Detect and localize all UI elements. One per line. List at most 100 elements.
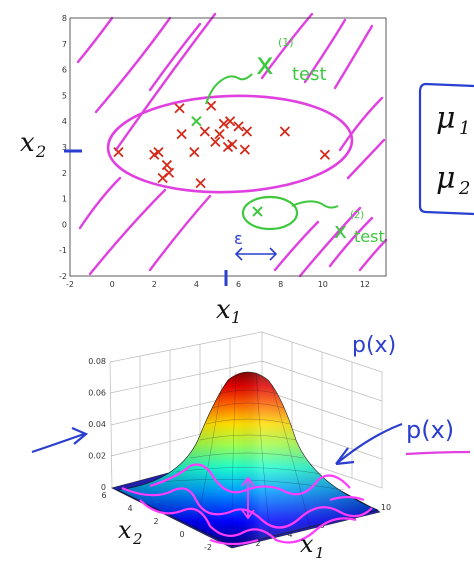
surface-x-tick-label: 4 <box>287 530 292 539</box>
scatter-x-axis-label: x <box>216 295 231 325</box>
surface-x1-axis-label: x <box>300 530 314 558</box>
scatter-x-tick-label: 6 <box>236 280 241 289</box>
training-example-marker <box>319 149 331 160</box>
surface-y-tick-label: 0 <box>179 530 184 539</box>
test-point-2-superscript: (2) <box>350 210 364 221</box>
px-underline <box>405 450 471 456</box>
mu1-symbol: μ <box>436 101 456 136</box>
scatter-y-tick-label: 7 <box>62 40 67 49</box>
scatter-points <box>113 100 331 217</box>
epsilon-double-arrow <box>234 247 278 261</box>
training-example-marker <box>189 147 200 158</box>
scatter-y-tick-label: 4 <box>62 117 67 126</box>
px-arrow-left <box>31 426 89 454</box>
training-example-marker <box>113 147 124 158</box>
training-example-marker <box>233 121 244 132</box>
surface-x2-axis-label-sub: 2 <box>132 530 143 548</box>
test-point-2-arrow <box>291 200 339 209</box>
scatter-x-tick-label: 0 <box>110 280 115 289</box>
training-example-marker <box>153 147 164 158</box>
test-example-marker <box>252 206 263 217</box>
scatter-y-tick-label: 5 <box>62 91 67 100</box>
scatter-x-tick-label: 4 <box>194 280 199 289</box>
training-example-marker <box>163 167 175 178</box>
surface-x-tick-label: 2 <box>255 539 260 548</box>
training-example-marker <box>161 159 173 171</box>
surface-z-tick-label: 0 <box>101 483 106 492</box>
surface-y-tick-label: 4 <box>127 504 132 513</box>
scatter-x-axis-label-sub: 1 <box>231 308 241 327</box>
parameter-panel: μ 1 μ 2 <box>418 82 474 216</box>
test-example-marker <box>191 115 202 127</box>
scatter-x-tick-label: -2 <box>66 280 74 289</box>
training-example-marker <box>195 177 206 189</box>
test-point-2-subscript: test <box>354 227 385 246</box>
surface-x2-axis-label: x <box>118 516 132 544</box>
training-example-marker <box>218 118 229 129</box>
surface-z-tick-label: 0.02 <box>88 452 106 461</box>
test-point-1-superscript: (1) <box>278 36 294 49</box>
surface-z-tick-label: 0.04 <box>88 420 106 429</box>
parameter-panel-border <box>418 82 474 216</box>
gaussian-surface-shading <box>118 372 378 546</box>
test-point-2-circle <box>241 195 299 231</box>
scatter-y-tick-label: 8 <box>62 14 67 23</box>
normal-region-ellipse <box>106 94 354 194</box>
surface-x-tick-label: 10 <box>381 503 391 512</box>
low-density-scribble <box>121 463 373 546</box>
mu2-subscript: 2 <box>458 178 470 199</box>
scatter-x-tick-label: 2 <box>152 280 157 289</box>
mu2-symbol: μ <box>436 161 456 196</box>
epsilon-annotation: ε <box>64 149 278 286</box>
surface-mesh-lines <box>159 371 345 547</box>
mu1-subscript: 1 <box>459 118 470 139</box>
test-point-2-label: x <box>334 219 347 244</box>
surface-y-tick-label: 2 <box>153 517 158 526</box>
density-height-arrow <box>241 476 255 520</box>
training-example-marker <box>174 103 185 114</box>
training-example-marker <box>279 126 291 137</box>
training-example-marker <box>199 126 210 137</box>
training-example-marker <box>214 128 225 140</box>
scatter-y-tick-label: 2 <box>62 169 67 178</box>
training-example-marker <box>227 139 238 150</box>
test-point-1-arrow <box>205 73 253 105</box>
scatter-y-tick-label: 1 <box>62 195 67 204</box>
scatter-y-tick-label: -1 <box>59 246 67 255</box>
scatter-x-tick-label: 12 <box>360 280 370 289</box>
scatter-y-tick-label: 3 <box>62 143 67 152</box>
px-label-right: p(x) <box>406 416 454 444</box>
px-label-top: p(x) <box>352 333 396 358</box>
scatter-y-tick-label: 0 <box>62 220 67 229</box>
scatter-y-axis-label: x <box>20 128 35 158</box>
px-arrow-right <box>335 422 403 466</box>
scatter-y-tick-label: -2 <box>59 272 67 281</box>
surface-x1-axis-label-sub: 1 <box>315 544 325 562</box>
test-point-1-annotation: x (1) test <box>205 36 327 105</box>
training-example-marker <box>210 136 221 147</box>
training-example-marker <box>241 126 253 137</box>
scatter-y-axis-label-sub: 2 <box>35 142 46 161</box>
training-example-marker <box>176 128 187 140</box>
test-point-1-subscript: test <box>292 64 327 85</box>
training-example-marker <box>206 100 217 111</box>
px-annotations: p(x) p(x) <box>31 333 471 466</box>
surface-z-tick-label: 0.06 <box>88 389 106 398</box>
scatter-y-tick-label: 6 <box>62 66 67 75</box>
training-example-marker <box>224 116 236 127</box>
scatter-axes-frame <box>69 17 387 277</box>
scatter-x-tick-label: 10 <box>318 280 328 289</box>
test-point-1-label: x <box>256 47 274 82</box>
training-example-marker <box>239 144 250 155</box>
outlier-region-hatching <box>76 12 388 278</box>
test-point-2-annotation: x (2) test <box>291 200 385 246</box>
surface-z-tick-label: 0.08 <box>88 357 106 366</box>
surface-y-tick-label: 6 <box>101 491 106 500</box>
epsilon-label: ε <box>234 229 243 248</box>
scatter-x-tick-label: 8 <box>278 280 283 289</box>
surface-y-tick-label: -2 <box>204 543 212 552</box>
